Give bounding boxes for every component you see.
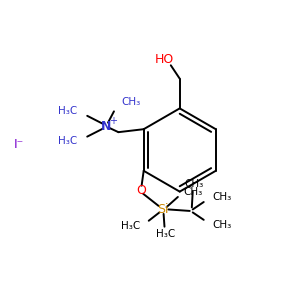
Text: +: +	[109, 116, 117, 126]
Text: N: N	[101, 120, 112, 133]
Text: HO: HO	[155, 53, 175, 66]
Text: I⁻: I⁻	[14, 138, 24, 151]
Text: O: O	[136, 184, 146, 196]
Text: CH₃: CH₃	[122, 98, 141, 107]
Text: H₃C: H₃C	[122, 221, 141, 231]
Text: CH₃: CH₃	[212, 192, 231, 202]
Text: CH₃: CH₃	[184, 187, 203, 196]
Text: H₃C: H₃C	[156, 229, 176, 239]
Text: CH₃: CH₃	[184, 179, 204, 189]
Text: CH₃: CH₃	[212, 220, 231, 230]
Text: H₃C: H₃C	[58, 136, 77, 146]
Text: Si: Si	[157, 203, 169, 216]
Text: H₃C: H₃C	[58, 106, 77, 116]
